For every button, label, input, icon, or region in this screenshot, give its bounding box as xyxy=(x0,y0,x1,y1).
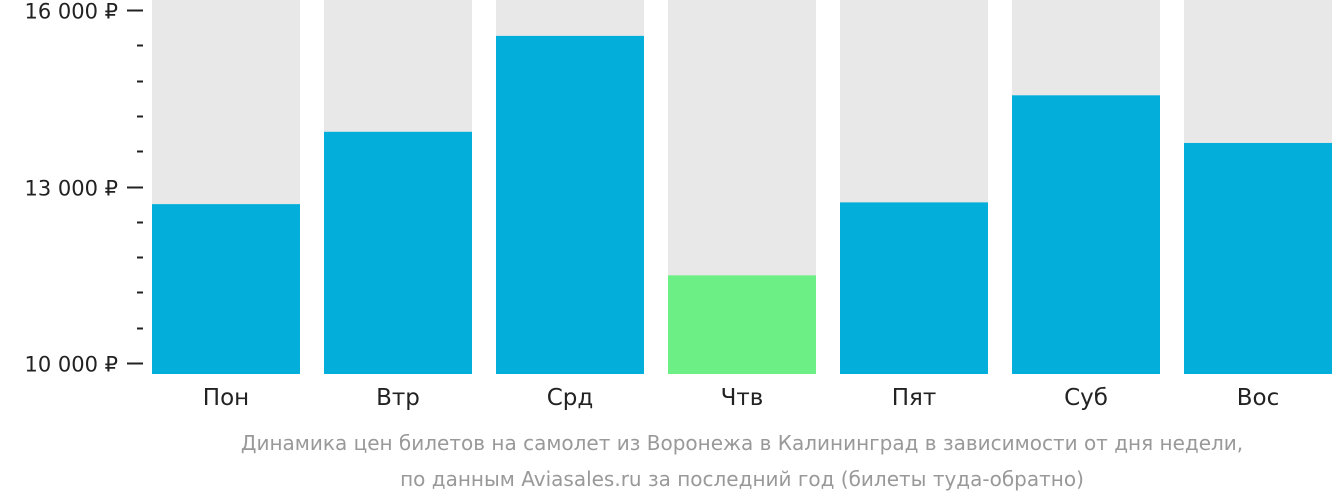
bar-4 xyxy=(668,275,816,374)
y-tick-label-2: 13 000 ₽ xyxy=(24,177,118,201)
bar-3 xyxy=(496,35,644,375)
bar-6 xyxy=(1012,95,1160,374)
x-tick-label-7: Вос xyxy=(1237,385,1280,411)
y-tick-label-3: 16 000 ₽ xyxy=(24,0,118,24)
x-tick-label-2: Втр xyxy=(376,385,420,411)
x-tick-label-5: Пят xyxy=(892,385,937,411)
x-tick-label-1: Пон xyxy=(203,385,249,411)
x-tick-label-3: Срд xyxy=(547,385,594,411)
bar-1 xyxy=(152,204,300,374)
bar-5 xyxy=(840,202,988,374)
bar-7 xyxy=(1184,142,1332,374)
x-tick-label-6: Суб xyxy=(1064,385,1108,411)
chart-caption-line-2: по данным Aviasales.ru за последний год … xyxy=(400,467,1084,491)
x-tick-label-4: Чтв xyxy=(721,385,764,411)
chart-caption-line-1: Динамика цен билетов на самолет из Ворон… xyxy=(240,431,1244,455)
bar-2 xyxy=(324,131,472,374)
y-tick-label-1: 10 000 ₽ xyxy=(24,353,118,377)
bar-chart: Пон Втр Срд Чтв Пят Суб Вос 10 000 ₽ 13 000 ₽ 16 … xyxy=(24,0,1332,411)
